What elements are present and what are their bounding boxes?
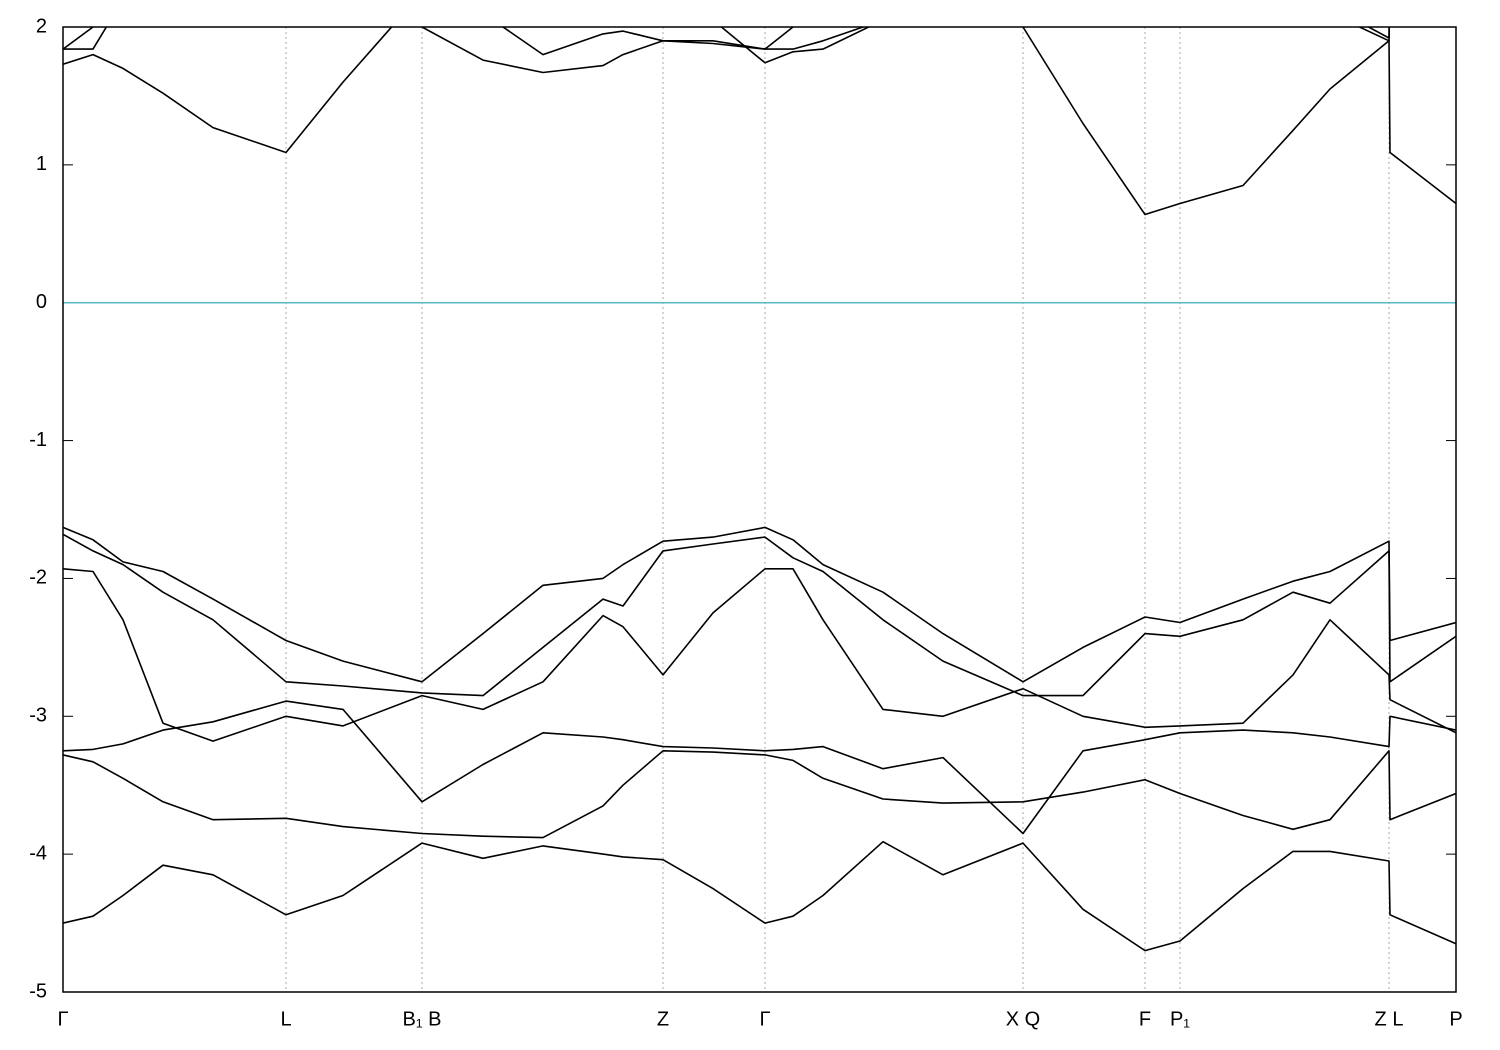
band-line xyxy=(63,700,1456,835)
x-tick-label: L xyxy=(280,1008,291,1030)
y-tick-label: -5 xyxy=(29,980,47,1002)
band-line xyxy=(63,568,1456,742)
band-line xyxy=(63,840,1456,952)
labels: -5 -4 -3 -2 -1 0 1 2 Γ L B₁ B Z Γ X Q F P₁ Z L P xyxy=(29,15,1462,1030)
band-line xyxy=(63,533,1456,697)
x-tick-label: Z xyxy=(657,1008,669,1030)
bands xyxy=(63,27,1456,952)
y-tick-label: 1 xyxy=(36,153,47,175)
y-tick-label: -1 xyxy=(29,429,47,451)
y-tick-label: -4 xyxy=(29,842,47,864)
band-line xyxy=(63,27,1456,216)
y-tick-label: 0 xyxy=(36,291,47,313)
band-line xyxy=(63,750,1456,839)
y-tick-label: -3 xyxy=(29,705,47,727)
x-tick-label: Γ xyxy=(759,1008,770,1030)
grid xyxy=(62,26,1457,993)
x-tick-label: Z L xyxy=(1375,1008,1404,1030)
x-tick-label: X Q xyxy=(1006,1008,1040,1030)
y-tick-label: 2 xyxy=(36,15,47,37)
band-line xyxy=(63,526,1456,683)
x-tick-label: P₁ xyxy=(1170,1008,1190,1030)
x-tick-label: B₁ B xyxy=(403,1008,442,1030)
x-tick-label: P xyxy=(1449,1008,1462,1030)
plot-frame xyxy=(62,26,1457,993)
x-tick-label: Γ xyxy=(57,1008,68,1030)
y-tick-label: -2 xyxy=(29,567,47,589)
x-tick-label: F xyxy=(1139,1008,1151,1030)
band-line xyxy=(63,27,1390,56)
band-line xyxy=(63,27,1391,74)
